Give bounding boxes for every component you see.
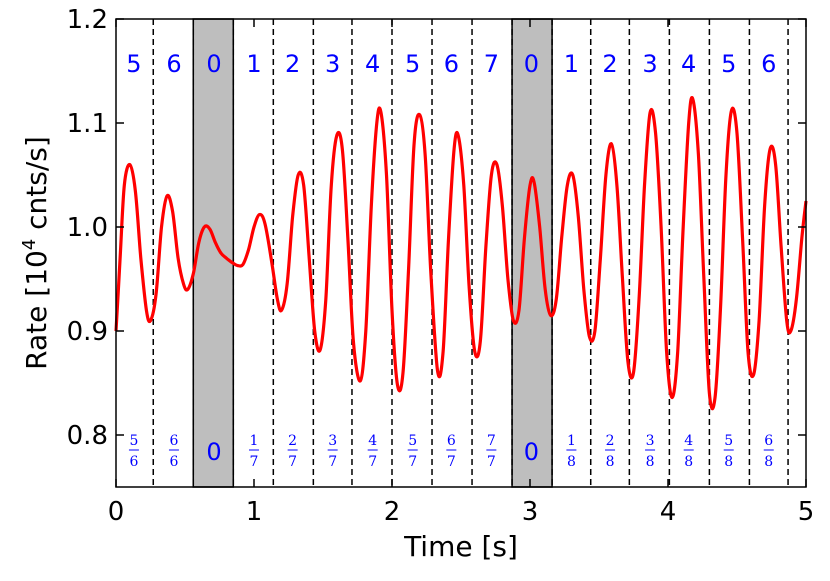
- segment-fraction-numerator: 6: [447, 433, 456, 449]
- segment-fraction-denominator: 8: [764, 454, 773, 470]
- y-tick-label: 1.0: [67, 213, 108, 243]
- segment-fraction-numerator: 4: [368, 433, 377, 449]
- segment-fraction-denominator: 7: [408, 454, 417, 470]
- y-axis-title-prefix: Rate [10: [20, 250, 53, 370]
- segment-index-label: 6: [444, 50, 459, 78]
- segment-index-label: 3: [642, 50, 657, 78]
- segment-boundaries: [152, 19, 789, 487]
- segment-fraction-denominator: 8: [724, 454, 733, 470]
- shaded-region: [511, 18, 553, 488]
- segment-index-label: 1: [564, 50, 579, 78]
- segment-fraction-denominator: 7: [487, 454, 496, 470]
- segment-fraction-denominator: 7: [447, 454, 456, 470]
- x-axis-title: Time [s]: [403, 530, 518, 563]
- segment-index-label: 3: [325, 50, 340, 78]
- segment-fraction-denominator: 6: [129, 454, 138, 470]
- segment-labels: 5566660011722733744755766777700118228338…: [126, 50, 776, 470]
- x-tick-label: 1: [246, 497, 263, 527]
- segment-fraction-denominator: 7: [328, 454, 337, 470]
- segment-fraction-denominator: 6: [169, 454, 178, 470]
- segment-index-label: 2: [602, 50, 617, 78]
- plot-frame: [115, 18, 807, 488]
- segment-fraction-denominator: 8: [567, 454, 576, 470]
- segment-index-label: 4: [365, 50, 380, 78]
- segment-index-label: 7: [484, 50, 499, 78]
- segment-fraction-numerator: 5: [724, 433, 733, 449]
- segment-fraction-denominator: 8: [646, 454, 655, 470]
- y-tick-label: 1.2: [67, 5, 108, 35]
- segment-fraction-numerator: 5: [408, 433, 417, 449]
- y-axis-title-suffix: cnts/s]: [20, 136, 53, 239]
- series-layer: [114, 96, 808, 411]
- segment-fraction-numerator: 5: [129, 433, 138, 449]
- segment-bottom-label: 0: [524, 438, 539, 466]
- segment-bottom-label: 0: [206, 438, 221, 466]
- y-tick-label: 0.9: [67, 317, 108, 347]
- segment-fraction-denominator: 7: [250, 454, 259, 470]
- segment-fraction-denominator: 7: [368, 454, 377, 470]
- x-tick-label: 5: [798, 497, 815, 527]
- segment-index-label: 1: [246, 50, 261, 78]
- y-axis-title-exponent: 4: [19, 239, 40, 250]
- y-axis-ticks: 0.8 0.9 1.0 1.1 1.2: [67, 5, 806, 451]
- segment-fraction-denominator: 7: [288, 454, 297, 470]
- x-tick-label: 0: [108, 497, 125, 527]
- segment-index-label: 5: [405, 50, 420, 78]
- segment-fraction-numerator: 3: [646, 433, 655, 449]
- segment-fraction-numerator: 6: [764, 433, 773, 449]
- segment-index-label: 0: [524, 50, 539, 78]
- segment-index-label: 4: [681, 50, 696, 78]
- x-tick-label: 2: [384, 497, 401, 527]
- segment-index-label: 0: [206, 50, 221, 78]
- segment-fraction-numerator: 1: [567, 433, 576, 449]
- segment-index-label: 5: [721, 50, 736, 78]
- rate-series-line: [114, 96, 808, 411]
- shaded-regions: [192, 18, 553, 488]
- segment-fraction-denominator: 8: [684, 454, 693, 470]
- segment-fraction-numerator: 2: [606, 433, 615, 449]
- segment-index-label: 6: [166, 50, 181, 78]
- segment-fraction-numerator: 4: [684, 433, 693, 449]
- y-tick-label: 1.1: [67, 109, 108, 139]
- x-tick-label: 3: [522, 497, 539, 527]
- y-axis-title: Rate [104 cnts/s]: [19, 136, 53, 370]
- segment-index-label: 6: [761, 50, 776, 78]
- shaded-region: [192, 18, 235, 488]
- segment-fraction-numerator: 7: [487, 433, 496, 449]
- segment-fraction-numerator: 6: [169, 433, 178, 449]
- segment-fraction-numerator: 1: [250, 433, 259, 449]
- segment-index-label: 5: [126, 50, 141, 78]
- segment-fraction-numerator: 2: [288, 433, 297, 449]
- segment-fraction-numerator: 3: [328, 433, 337, 449]
- y-tick-label: 0.8: [67, 421, 108, 451]
- segment-fraction-denominator: 8: [606, 454, 615, 470]
- x-tick-label: 4: [660, 497, 677, 527]
- segment-index-label: 2: [285, 50, 300, 78]
